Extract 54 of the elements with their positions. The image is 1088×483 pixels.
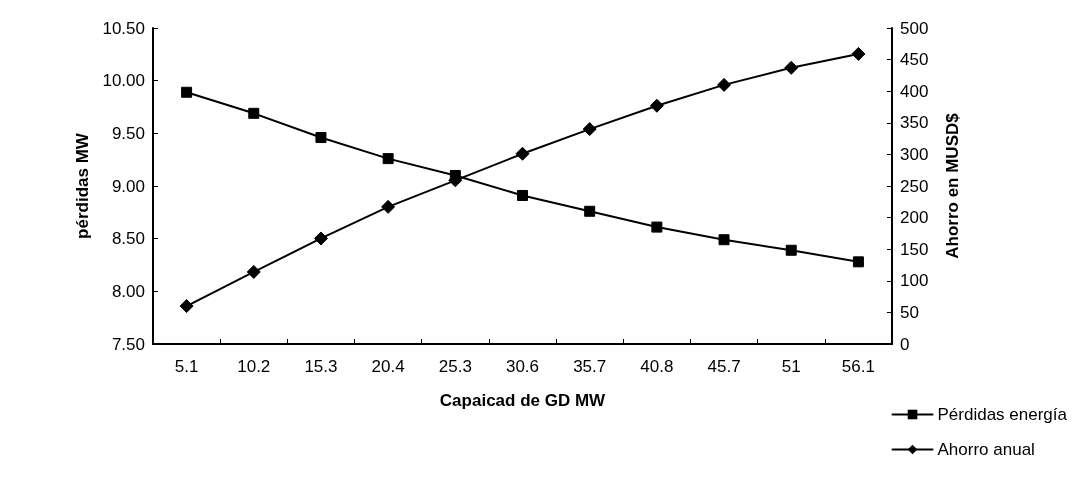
x-axis-title: Capaicad de GD MW [439, 391, 607, 410]
y-tick-label: 9.50 [111, 123, 145, 143]
point [651, 221, 663, 233]
y-tick-label: 10.50 [102, 18, 145, 38]
point [649, 98, 664, 113]
y-tick-label: 7.50 [111, 334, 145, 354]
legend-label: Pérdidas energía [937, 405, 1068, 424]
y2-tick-label: 250 [900, 176, 929, 196]
point [315, 132, 327, 144]
point [517, 189, 528, 201]
x-tick-label: 35.7 [573, 357, 607, 376]
y-tick-label: 9.00 [111, 176, 145, 196]
x-tick-label: 20.4 [371, 357, 405, 376]
y-tick-label: 8.00 [111, 281, 145, 301]
y2-axis-title: Ahorro en MUSD$ [943, 112, 962, 259]
point [179, 299, 194, 314]
x-tick-label: 25.3 [438, 357, 472, 376]
point [785, 244, 797, 256]
y2-tick-label: 50 [900, 302, 919, 322]
y-tick-label: 10.00 [102, 71, 145, 91]
point [181, 86, 193, 98]
y2-tick-label: 500 [900, 18, 929, 38]
y2-tick-label: 150 [900, 239, 929, 259]
point [248, 107, 260, 119]
point [851, 46, 866, 61]
point [717, 77, 732, 92]
x-tick-label: 5.1 [174, 357, 199, 376]
y2-tick-label: 300 [900, 144, 929, 164]
x-tick-label: 45.7 [707, 357, 741, 376]
point [784, 60, 799, 75]
y2-tick-label: 0 [900, 334, 910, 354]
point [382, 153, 394, 165]
x-tick-label: 15.3 [304, 357, 338, 376]
x-tick-label: 40.8 [640, 357, 674, 376]
point [515, 146, 530, 161]
point [584, 205, 596, 217]
point [582, 122, 597, 137]
point [718, 234, 730, 246]
x-tick-label: 51 [781, 357, 801, 376]
x-tick-label: 56.1 [841, 357, 875, 376]
y2-tick-label: 350 [900, 113, 929, 133]
point [313, 231, 328, 246]
y2-tick-label: 200 [900, 208, 929, 228]
y2-tick-label: 450 [900, 50, 929, 70]
y-axis-title: pérdidas MW [73, 132, 92, 239]
y-tick-label: 8.50 [111, 229, 145, 249]
point [381, 199, 396, 214]
x-tick-label: 10.2 [237, 357, 271, 376]
y2-tick-label: 400 [900, 81, 929, 101]
legend-label: Ahorro anual [937, 440, 1035, 459]
x-tick-label: 30.6 [505, 357, 540, 376]
point [246, 264, 261, 279]
y2-tick-label: 100 [900, 271, 929, 291]
point [852, 256, 864, 268]
